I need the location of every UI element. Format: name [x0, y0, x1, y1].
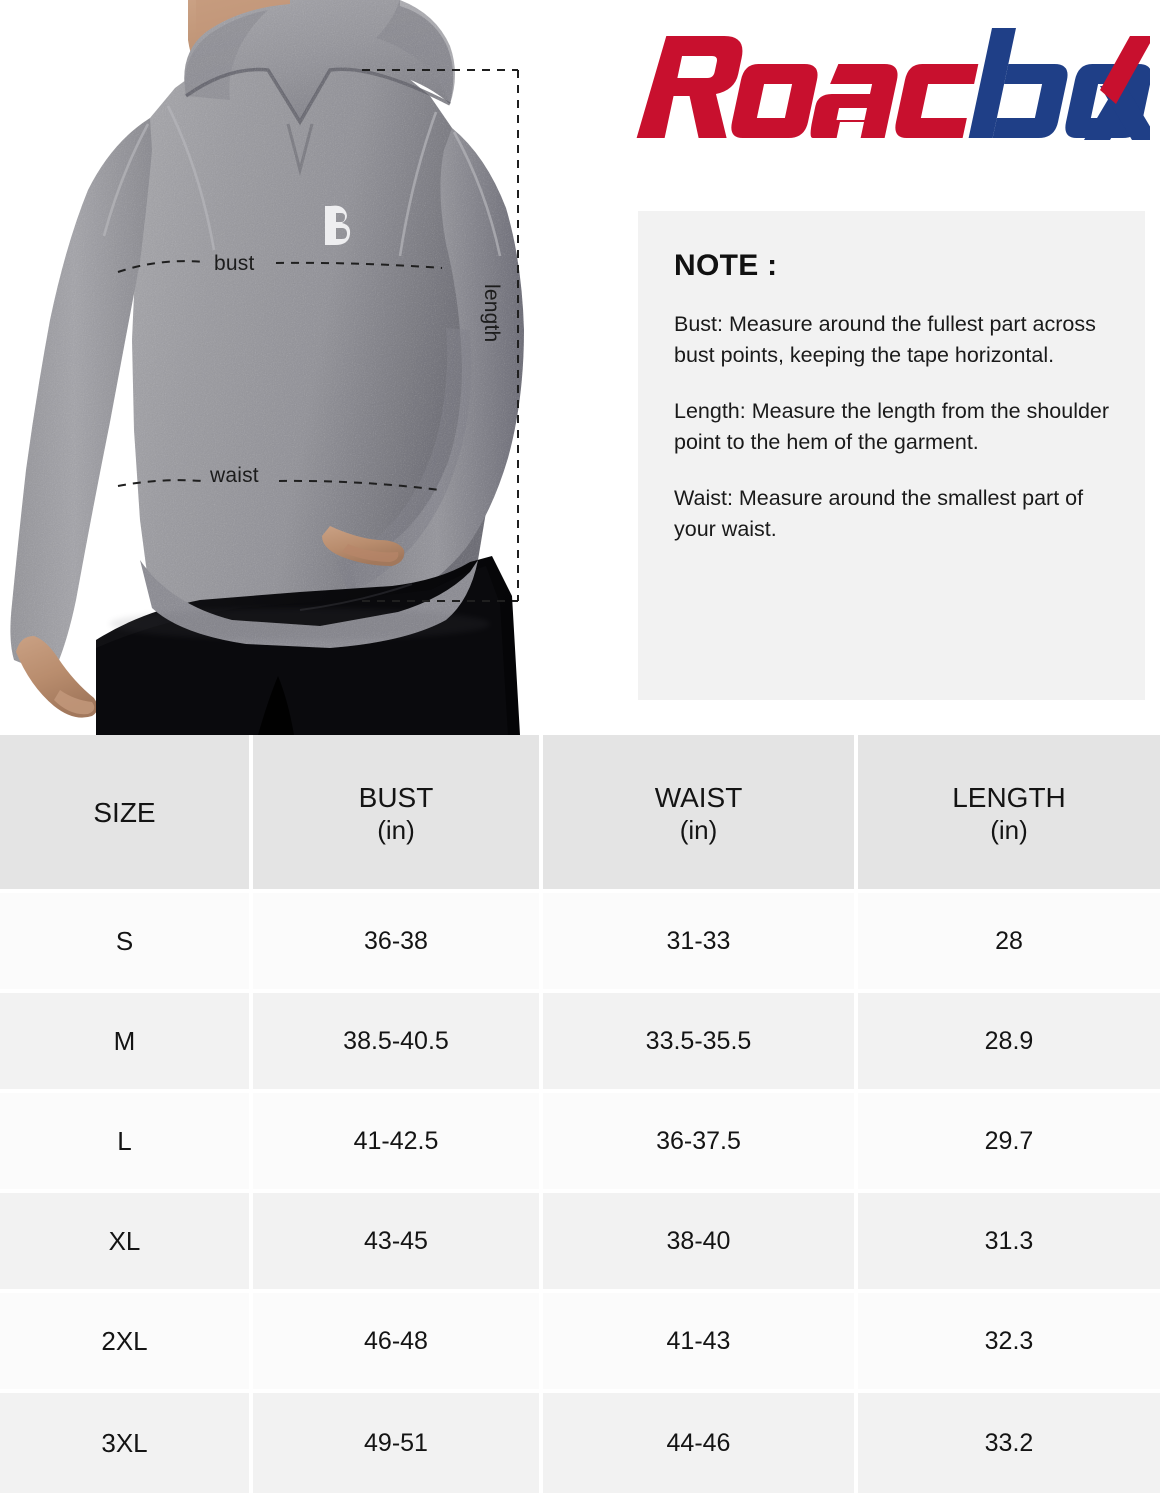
cell-length: 33.2: [858, 1393, 1160, 1493]
length-measure-label: length: [480, 284, 503, 343]
column-header-length-label: LENGTH: [952, 781, 1066, 813]
column-header-size-label: SIZE: [93, 797, 156, 829]
cell-waist: 31-33: [543, 893, 858, 993]
model-hands: [16, 526, 405, 718]
cell-waist: 44-46: [543, 1393, 858, 1493]
brand-logo: [630, 28, 1158, 146]
cell-size: M: [0, 993, 253, 1093]
column-header-length-unit: (in): [990, 814, 1028, 845]
table-row: S 36-38 31-33 28: [0, 893, 1160, 993]
cell-waist: 41-43: [543, 1293, 858, 1393]
product-photo: bust waist length: [0, 0, 620, 735]
note-box: NOTE : Bust: Measure around the fullest …: [638, 211, 1145, 700]
shirt-hood: [184, 0, 455, 176]
cell-size: XL: [0, 1193, 253, 1293]
product-photo-illustration: [0, 0, 620, 735]
cell-bust: 49-51: [253, 1393, 543, 1493]
cell-bust: 46-48: [253, 1293, 543, 1393]
cell-bust: 38.5-40.5: [253, 993, 543, 1093]
column-header-waist-unit: (in): [679, 814, 718, 845]
note-paragraph-waist: Waist: Measure around the smallest part …: [674, 486, 1084, 541]
cell-bust: 41-42.5: [253, 1093, 543, 1193]
cell-size: L: [0, 1093, 253, 1193]
raglan-seams: [102, 105, 502, 257]
header-section: bust waist length: [0, 0, 1160, 735]
table-row: 3XL 49-51 44-46 33.2: [0, 1393, 1160, 1493]
cell-bust: 36-38: [253, 893, 543, 993]
cell-length: 28: [858, 893, 1160, 993]
table-row: XL 43-45 38-40 31.3: [0, 1193, 1160, 1293]
bust-measure-label: bust: [214, 252, 255, 275]
cell-size: S: [0, 893, 253, 993]
waist-measure-label: waist: [210, 464, 259, 487]
cell-waist: 33.5-35.5: [543, 993, 858, 1093]
table-header-row: SIZE BUST (in) WAIST (in) LENGTH (in): [0, 735, 1160, 893]
cell-length: 32.3: [858, 1293, 1160, 1393]
column-header-waist-label: WAIST: [654, 781, 743, 813]
column-header-size: SIZE: [0, 735, 253, 893]
measurement-guides: [117, 69, 519, 602]
cell-waist: 38-40: [543, 1193, 858, 1293]
note-paragraph-bust: Bust: Measure around the fullest part ac…: [674, 312, 1096, 367]
cell-length: 31.3: [858, 1193, 1160, 1293]
cell-waist: 36-37.5: [543, 1093, 858, 1193]
column-header-bust: BUST (in): [253, 735, 543, 893]
column-header-length: LENGTH (in): [858, 735, 1160, 893]
cell-length: 29.7: [858, 1093, 1160, 1193]
column-header-bust-label: BUST: [358, 781, 434, 813]
note-paragraph-length: Length: Measure the length from the shou…: [674, 399, 1110, 454]
cell-size: 2XL: [0, 1293, 253, 1393]
roadbox-logo-svg: [636, 28, 1158, 140]
table-row: M 38.5-40.5 33.5-35.5 28.9: [0, 993, 1160, 1093]
table-row: L 41-42.5 36-37.5 29.7: [0, 1093, 1160, 1193]
size-chart-table: SIZE BUST (in) WAIST (in) LENGTH (in) S …: [0, 735, 1160, 1493]
note-title: NOTE :: [674, 249, 778, 282]
column-header-waist: WAIST (in): [543, 735, 858, 893]
table-row: 2XL 46-48 41-43 32.3: [0, 1293, 1160, 1393]
column-header-bust-unit: (in): [377, 814, 415, 845]
shirt-body: [10, 40, 524, 676]
cell-size: 3XL: [0, 1393, 253, 1493]
chest-logo-mark: [325, 205, 351, 245]
cell-bust: 43-45: [253, 1193, 543, 1293]
cell-length: 28.9: [858, 993, 1160, 1093]
